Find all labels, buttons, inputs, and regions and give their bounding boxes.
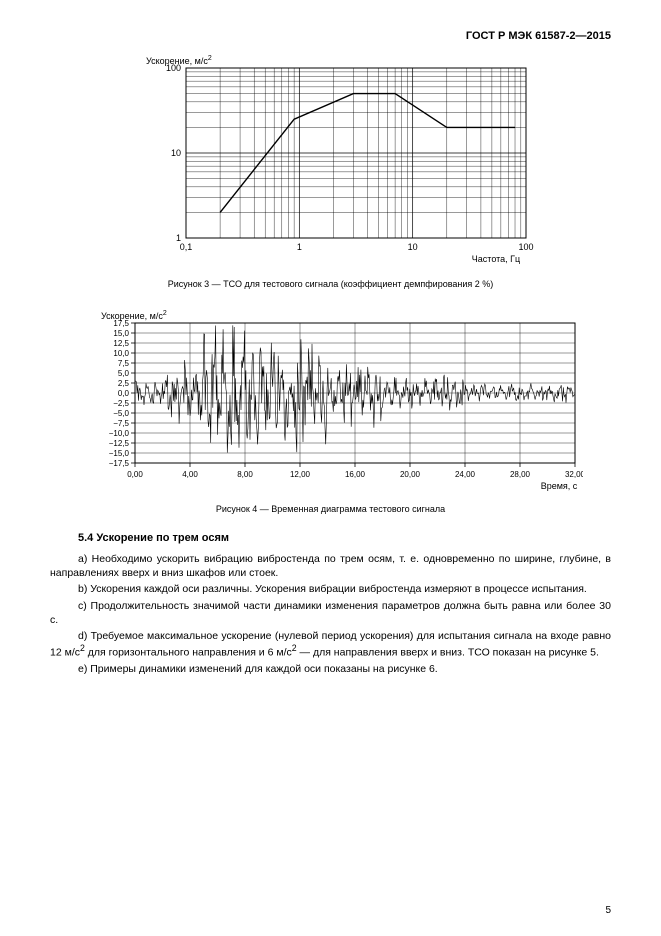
para-d-part2: для горизонтального направления и 6 м/с	[85, 647, 292, 659]
svg-text:−7,5: −7,5	[113, 419, 129, 428]
svg-text:8,00: 8,00	[237, 470, 253, 479]
para-b: b) Ускорения каждой оси различны. Ускоре…	[50, 582, 611, 596]
svg-text:Время, с: Время, с	[540, 481, 577, 491]
svg-text:7,5: 7,5	[117, 359, 129, 368]
svg-text:0,00: 0,00	[127, 470, 143, 479]
svg-text:100: 100	[518, 242, 533, 252]
svg-text:0,0: 0,0	[117, 389, 129, 398]
svg-text:−10,0: −10,0	[108, 429, 129, 438]
para-d-part3: — для направления вверх и вниз. ТСО пока…	[297, 647, 599, 659]
para-d: d) Требуемое максимальное ускорение (нул…	[50, 629, 611, 660]
svg-text:−17,5: −17,5	[108, 459, 129, 468]
svg-text:15,0: 15,0	[113, 329, 129, 338]
chart-timeseries: 0,00 4,00 8,00 12,00 16,00 20,00 24,00 28,00 32,…	[79, 307, 583, 496]
svg-text:1: 1	[296, 242, 301, 252]
svg-text:5,0: 5,0	[117, 369, 129, 378]
svg-text:4,00: 4,00	[182, 470, 198, 479]
svg-text:2,5: 2,5	[117, 379, 129, 388]
caption-fig4: Рисунок 4 — Временная диаграмма тестовог…	[50, 504, 611, 514]
svg-text:1: 1	[175, 233, 180, 243]
caption-fig3: Рисунок 3 — ТСО для тестового сигнала (к…	[50, 279, 611, 289]
para-c: c) Продолжительность значимой части дина…	[50, 599, 611, 627]
para-e: e) Примеры динамики изменений для каждой…	[50, 662, 611, 676]
svg-text:−12,5: −12,5	[108, 439, 129, 448]
page-number: 5	[605, 905, 611, 916]
doc-header: ГОСТ Р МЭК 61587-2—2015	[50, 30, 611, 42]
svg-text:Ускорение, м/с2: Ускорение, м/с2	[101, 310, 167, 321]
chart-tso: 0,1110100110100 Ускорение, м/с2 Частота,…	[126, 52, 536, 271]
svg-text:0,1: 0,1	[179, 242, 192, 252]
svg-text:−5,0: −5,0	[113, 409, 129, 418]
svg-text:28,00: 28,00	[509, 470, 530, 479]
svg-text:10: 10	[407, 242, 417, 252]
svg-text:12,5: 12,5	[113, 339, 129, 348]
svg-text:10: 10	[170, 148, 180, 158]
svg-text:−15,0: −15,0	[108, 449, 129, 458]
svg-text:24,00: 24,00	[454, 470, 475, 479]
svg-text:32,00: 32,00	[564, 470, 582, 479]
page: ГОСТ Р МЭК 61587-2—2015 0,1110100110100 …	[0, 0, 661, 936]
svg-text:−2,5: −2,5	[113, 399, 129, 408]
svg-text:Частота, Гц: Частота, Гц	[471, 254, 519, 264]
svg-text:12,00: 12,00	[289, 470, 310, 479]
section-5-4-title: 5.4 Ускорение по трем осям	[50, 532, 611, 544]
svg-text:Ускорение, м/с2: Ускорение, м/с2	[146, 55, 212, 66]
svg-text:10,0: 10,0	[113, 349, 129, 358]
para-a: a) Необходимо ускорить вибрацию вибросте…	[50, 552, 611, 580]
svg-text:20,00: 20,00	[399, 470, 420, 479]
svg-text:16,00: 16,00	[344, 470, 365, 479]
